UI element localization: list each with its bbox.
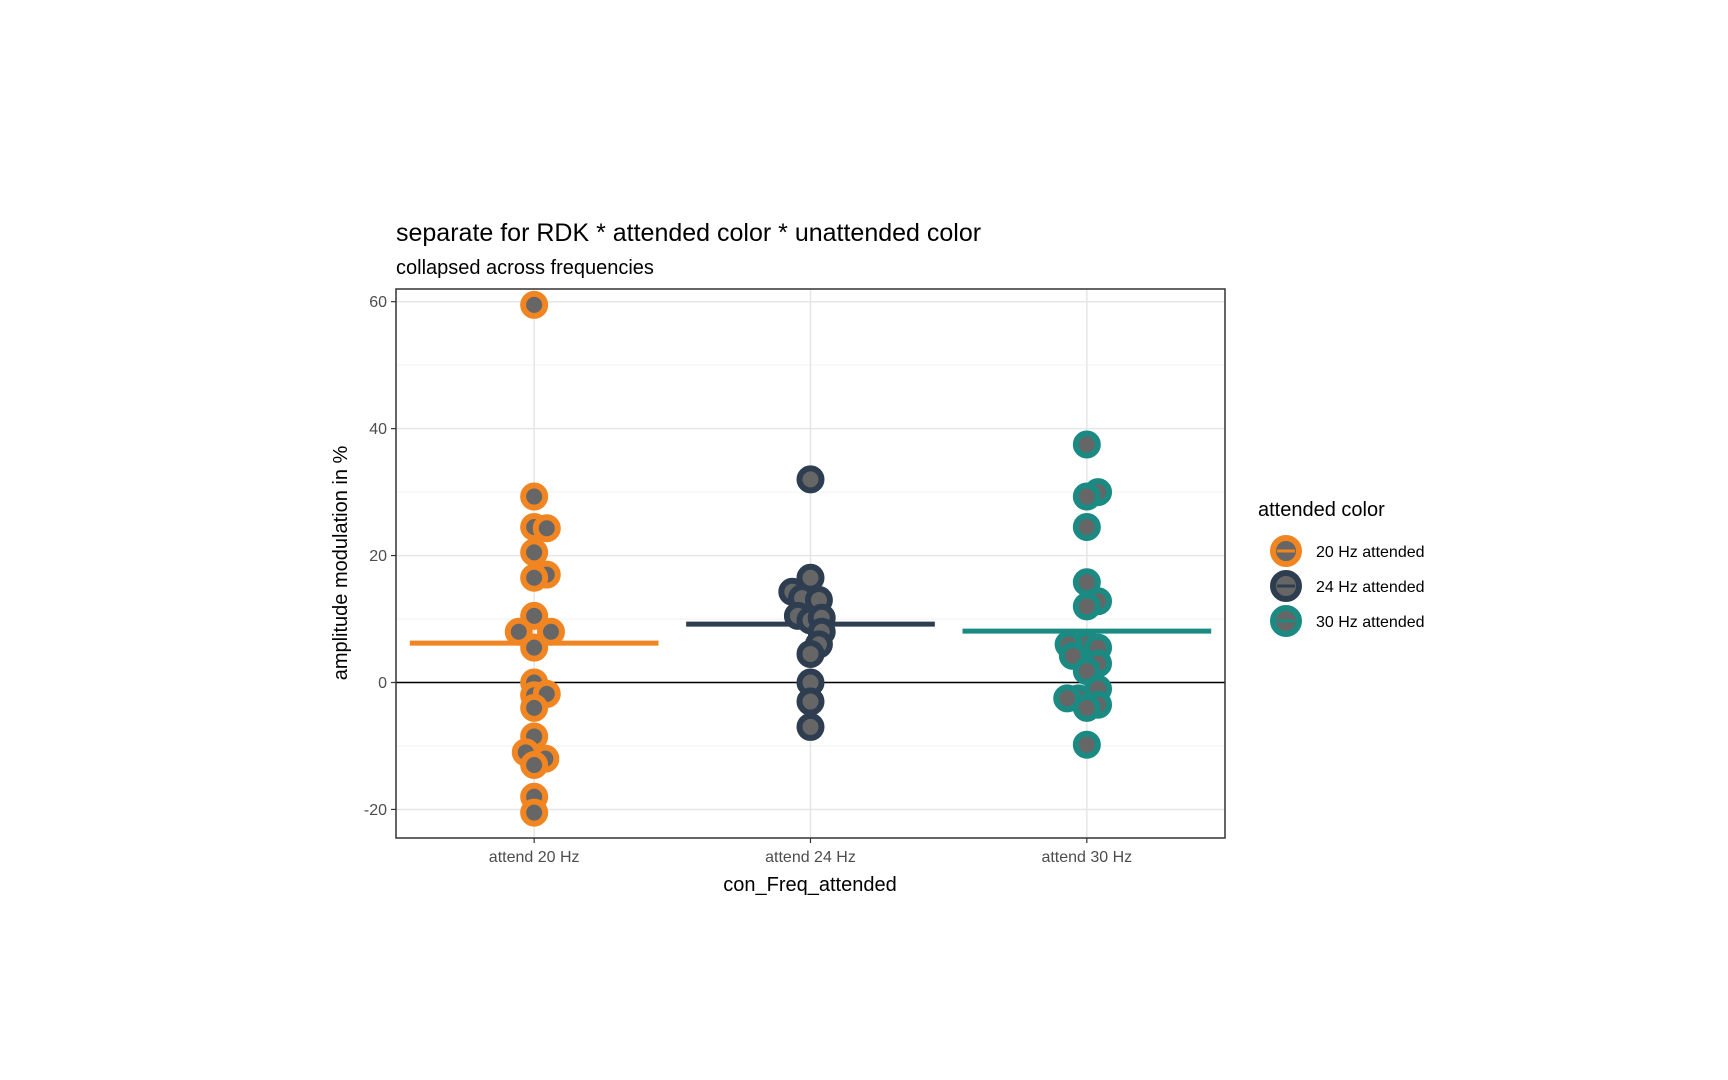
chart-title: separate for RDK * attended color * unat… <box>396 219 981 247</box>
data-point <box>800 643 822 665</box>
data-point <box>1076 595 1098 617</box>
y-axis-title: amplitude modulation in % <box>330 446 352 681</box>
y-tick-label: 60 <box>369 294 387 311</box>
y-tick-label: 0 <box>378 675 387 692</box>
legend-label: 30 Hz attended <box>1316 614 1425 631</box>
x-tick-label: attend 20 Hz <box>489 849 580 866</box>
legend-item: 20 Hz attended <box>1273 538 1425 564</box>
data-point <box>536 517 558 539</box>
y-axis-ticks: -20 0 20 40 60 <box>364 294 396 819</box>
legend: attended color 20 Hz attended 24 Hz atten… <box>1258 499 1425 634</box>
legend-title: attended color <box>1258 499 1385 521</box>
data-point <box>523 802 545 824</box>
data-point <box>523 294 545 316</box>
data-points <box>508 294 1109 824</box>
data-point <box>523 567 545 589</box>
data-point <box>1076 734 1098 756</box>
x-axis-ticks: attend 20 Hz attend 24 Hz attend 30 Hz <box>489 838 1132 866</box>
legend-label: 24 Hz attended <box>1316 579 1425 596</box>
x-axis-title: con_Freq_attended <box>723 874 896 896</box>
data-point <box>523 754 545 776</box>
legend-item: 24 Hz attended <box>1273 573 1425 599</box>
x-tick-label: attend 24 Hz <box>765 849 856 866</box>
data-point <box>800 691 822 713</box>
x-tick-label: attend 30 Hz <box>1041 849 1132 866</box>
legend-label: 20 Hz attended <box>1316 544 1425 561</box>
y-tick-label: 20 <box>369 548 387 565</box>
data-point <box>1076 516 1098 538</box>
y-tick-label: -20 <box>364 802 387 819</box>
data-point <box>523 637 545 659</box>
data-point <box>800 468 822 490</box>
chart-subtitle: collapsed across frequencies <box>396 257 654 279</box>
data-point <box>523 697 545 719</box>
y-tick-label: 40 <box>369 421 387 438</box>
legend-item: 30 Hz attended <box>1273 608 1425 634</box>
data-point <box>800 716 822 738</box>
data-point <box>1076 433 1098 455</box>
legend-items: 20 Hz attended 24 Hz attended 30 Hz attend… <box>1273 538 1425 634</box>
data-point <box>523 541 545 563</box>
data-point <box>1076 697 1098 719</box>
data-point <box>1076 486 1098 508</box>
data-point <box>523 486 545 508</box>
